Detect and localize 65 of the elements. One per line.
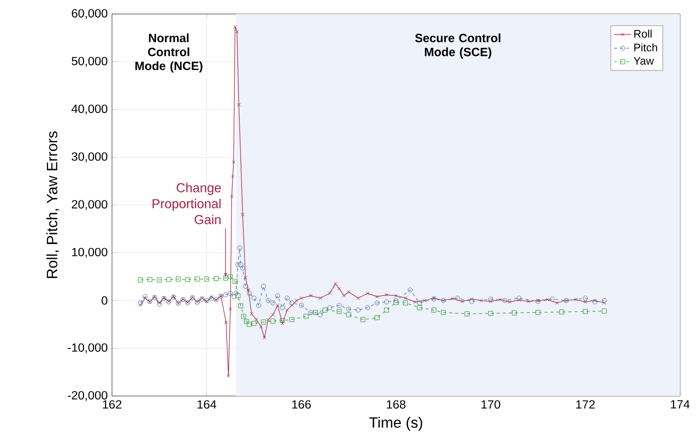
point [582, 309, 588, 314]
point [214, 276, 219, 281]
point [304, 314, 309, 319]
point [289, 317, 294, 322]
point [403, 300, 408, 306]
annotation: Normal Control Mode (NCE) [135, 33, 202, 73]
point [374, 315, 380, 320]
point [270, 318, 276, 324]
point [252, 320, 256, 326]
x-tick-label: 170 [482, 400, 500, 409]
x-tick-label: 168 [386, 400, 406, 409]
y-tick-label: 30,000 [72, 152, 108, 162]
point [138, 278, 143, 282]
x-tick-label: 174 [670, 400, 690, 408]
point [147, 277, 152, 282]
point [536, 310, 540, 315]
y-tick-label: 60,000 [72, 9, 108, 19]
band-label: Secure Control Mode (SCE) [415, 33, 500, 59]
point [244, 319, 249, 324]
point [559, 310, 564, 314]
point [417, 305, 422, 310]
x-axis-title: Time (s) [369, 416, 422, 431]
point [166, 277, 172, 282]
point [512, 310, 517, 316]
point [194, 276, 200, 282]
point [232, 278, 238, 284]
point [488, 310, 494, 316]
y-tick-label: -20,000 [68, 391, 108, 401]
point [360, 317, 366, 322]
point [602, 308, 607, 314]
legend-label: Yaw [634, 57, 654, 65]
annotation: Change Proportional Gain [152, 182, 221, 224]
point [464, 311, 470, 316]
point [204, 276, 210, 282]
point [235, 293, 240, 298]
point [431, 308, 436, 312]
point [440, 310, 446, 315]
legend-label: Roll [634, 30, 652, 38]
point [238, 303, 244, 308]
y-axis-title: Roll, Pitch, Yaw Errors [46, 131, 60, 278]
y-tick-label: -10,000 [68, 343, 108, 354]
point [384, 308, 389, 312]
point [156, 278, 162, 282]
point [223, 276, 228, 280]
point [228, 274, 233, 280]
x-tick-label: 162 [102, 400, 122, 409]
point [346, 312, 352, 318]
y-tick-label: 10,000 [72, 248, 108, 258]
y-tick-label: 20,000 [72, 200, 108, 210]
point [261, 320, 266, 324]
point [241, 314, 246, 319]
point [280, 318, 285, 323]
x-tick-label: 172 [576, 400, 595, 409]
point [336, 309, 342, 314]
point [185, 277, 190, 282]
x-tick-label: 164 [198, 400, 216, 409]
point [246, 322, 252, 327]
y-tick-label: 0 [102, 296, 108, 305]
point [176, 276, 181, 282]
x-tick-label: 166 [292, 400, 311, 409]
point [322, 308, 328, 312]
y-tick-label: 40,000 [72, 104, 108, 114]
y-tick-label: 50,000 [72, 56, 108, 67]
legend-label: Pitch [634, 43, 658, 52]
point [313, 310, 318, 315]
